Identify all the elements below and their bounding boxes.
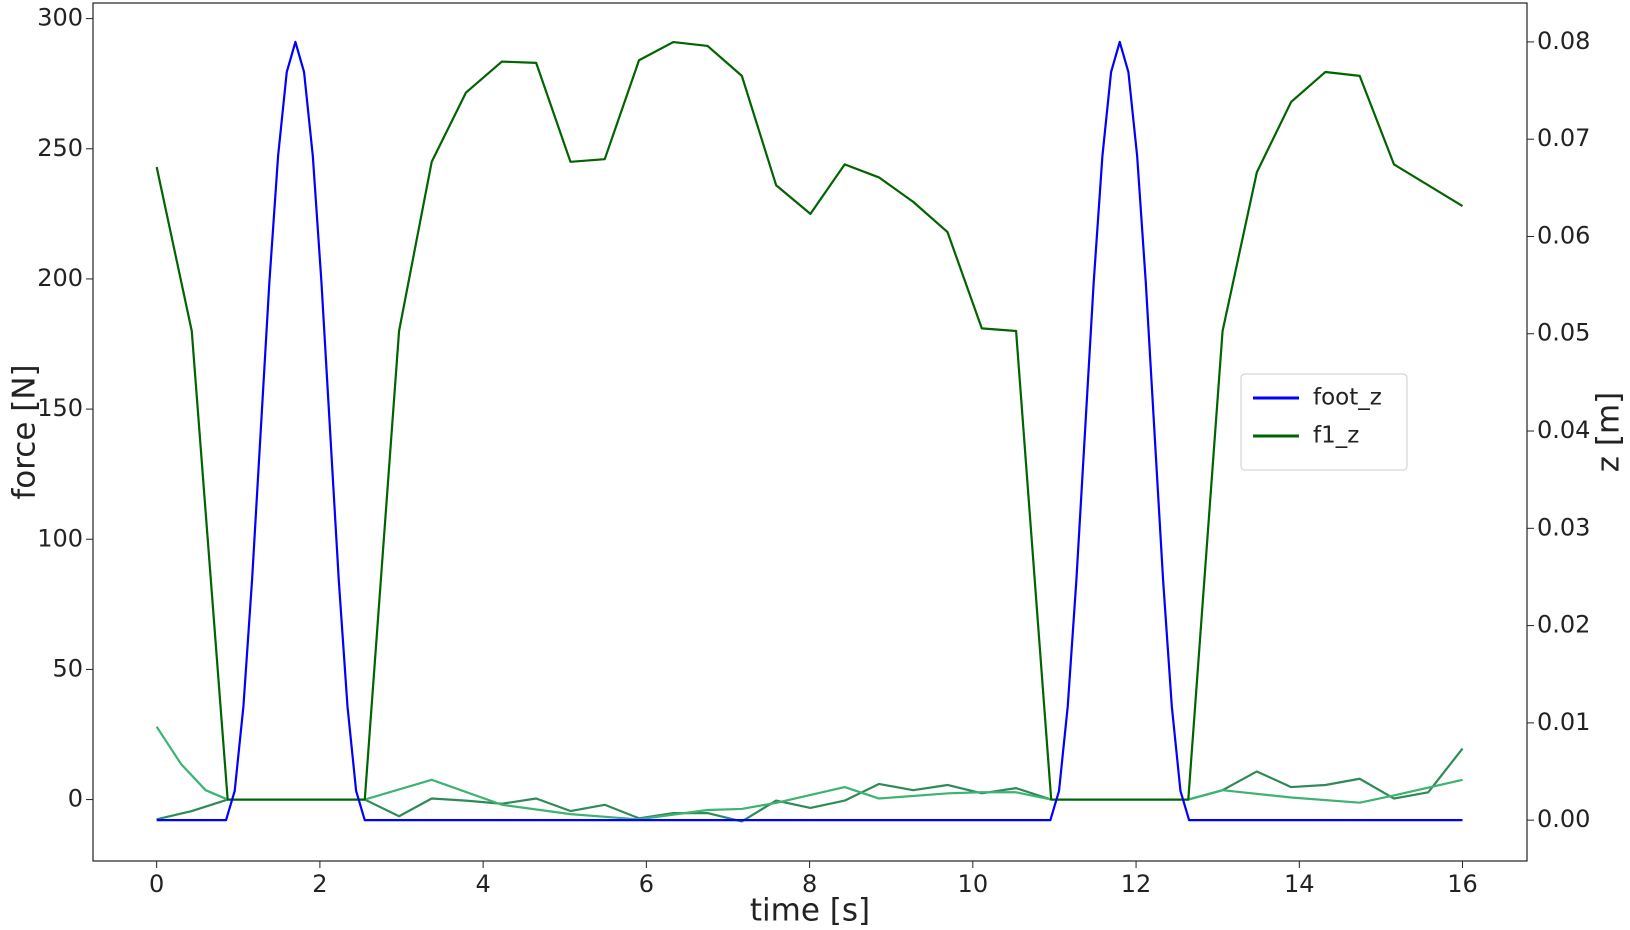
- y-tick-label: 0: [68, 785, 83, 813]
- y2-tick-label: 0.03: [1537, 513, 1590, 541]
- legend: foot_z f1_z: [1240, 373, 1408, 471]
- x-tick-label: 12: [1121, 870, 1152, 898]
- y2-tick-label: 0.02: [1537, 611, 1590, 639]
- y2-tick-label: 0.07: [1537, 124, 1590, 152]
- y2-tick-label: 0.08: [1537, 27, 1590, 55]
- x-tick-label: 10: [958, 870, 989, 898]
- x-tick-label: 6: [639, 870, 654, 898]
- y2-tick-label: 0.05: [1537, 319, 1590, 347]
- y-axis-label: force [N]: [7, 364, 43, 499]
- y2-tick-label: 0.01: [1537, 708, 1590, 736]
- x-tick-label: 16: [1447, 870, 1478, 898]
- y-tick-label: 50: [52, 654, 83, 682]
- y2-tick-label: 0.06: [1537, 221, 1590, 249]
- x-tick-label: 8: [802, 870, 817, 898]
- y-tick-label: 300: [37, 4, 83, 32]
- x-tick-label: 4: [475, 870, 490, 898]
- series-line: [155, 726, 1463, 821]
- y-tick-label: 150: [37, 394, 83, 422]
- y-tick-label: 200: [37, 264, 83, 292]
- y2-tick-label: 0.00: [1537, 805, 1590, 833]
- x-tick-label: 0: [149, 870, 164, 898]
- x-tick-label: 2: [312, 870, 327, 898]
- legend-label: foot_z: [1313, 385, 1382, 411]
- plot-frame: [92, 2, 1528, 862]
- legend-label: f1_z: [1313, 423, 1359, 449]
- series-line: [156, 40, 1463, 822]
- y2-axis-label: z [m]: [1591, 392, 1627, 473]
- y2-tick-label: 0.04: [1537, 416, 1590, 444]
- series-line: [156, 747, 1464, 823]
- x-axis-label: time [s]: [750, 893, 870, 929]
- series-line: [155, 40, 1464, 801]
- x-tick-label: 14: [1284, 870, 1315, 898]
- y-tick-label: 250: [37, 134, 83, 162]
- y-tick-label: 100: [37, 524, 83, 552]
